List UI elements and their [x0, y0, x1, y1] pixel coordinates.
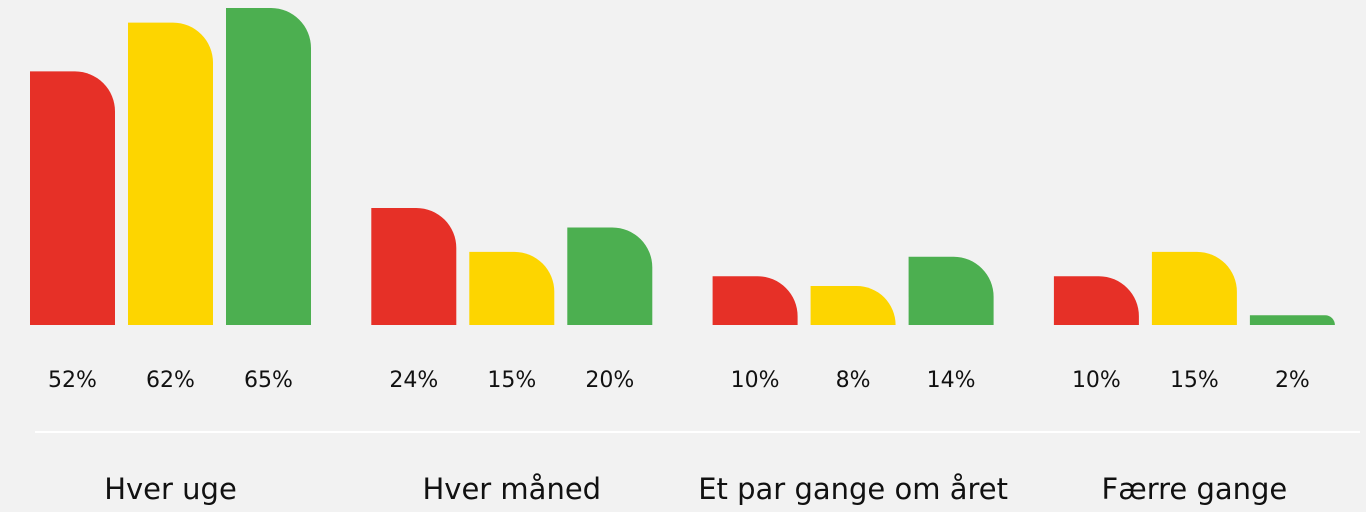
bar — [1151, 251, 1237, 325]
bar — [128, 22, 213, 326]
category-label: Hver måned — [422, 472, 601, 506]
value-label: 52% — [48, 368, 97, 393]
bar — [1249, 315, 1335, 325]
value-label: 14% — [927, 368, 976, 393]
bar — [469, 251, 555, 325]
value-label: 24% — [389, 368, 438, 393]
bar — [1053, 276, 1139, 325]
category-label: Færre gange — [1102, 472, 1288, 506]
value-label: 8% — [836, 368, 871, 393]
bar — [371, 207, 457, 325]
bar — [30, 71, 115, 326]
bar — [908, 256, 994, 325]
value-label: 2% — [1275, 368, 1310, 393]
bar — [712, 276, 798, 325]
value-label: 15% — [487, 368, 536, 393]
category-label: Et par gange om året — [698, 472, 1008, 506]
bar — [567, 227, 653, 325]
value-label: 65% — [244, 368, 293, 393]
value-label: 10% — [731, 368, 780, 393]
value-label: 10% — [1072, 368, 1121, 393]
bar — [810, 285, 896, 325]
value-label: 62% — [146, 368, 195, 393]
value-label: 20% — [585, 368, 634, 393]
category-label: Hver uge — [104, 472, 237, 506]
value-label: 15% — [1170, 368, 1219, 393]
bar — [226, 8, 311, 325]
